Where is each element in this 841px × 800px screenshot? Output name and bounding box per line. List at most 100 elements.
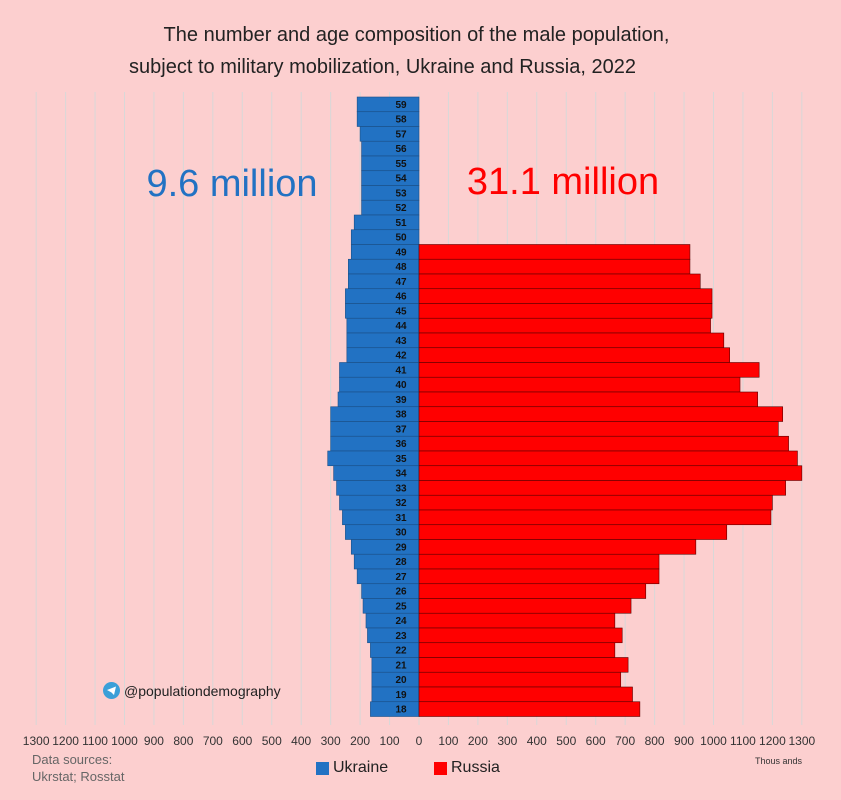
bar-russia-age-36 bbox=[418, 435, 789, 452]
bar-ukraine-age-51 bbox=[353, 214, 420, 231]
bar-ukraine-age-32 bbox=[339, 494, 420, 511]
x-tick-label: 400 bbox=[291, 734, 311, 748]
bar-russia-age-49 bbox=[418, 244, 691, 260]
bar-russia-age-19 bbox=[418, 686, 633, 703]
age-label: 45 bbox=[395, 306, 407, 317]
x-tick-label: 900 bbox=[144, 734, 164, 748]
bar-russia-age-41 bbox=[418, 362, 760, 378]
age-label: 58 bbox=[395, 115, 407, 126]
x-tick-label: 400 bbox=[527, 734, 547, 748]
bar-russia-age-40 bbox=[418, 376, 741, 393]
bar-russia-age-27 bbox=[418, 568, 660, 585]
age-label: 22 bbox=[395, 646, 407, 657]
age-label: 27 bbox=[395, 572, 407, 583]
age-label: 37 bbox=[395, 424, 407, 435]
bars bbox=[327, 96, 803, 717]
x-tick-label: 200 bbox=[468, 734, 488, 748]
bar-ukraine-age-24 bbox=[365, 612, 420, 629]
bar-russia-age-25 bbox=[418, 598, 632, 614]
legend-swatch-russia bbox=[434, 761, 447, 775]
bar-ukraine-age-48 bbox=[348, 258, 420, 275]
legend-label-russia: Russia bbox=[451, 759, 500, 776]
x-tick-label: 100 bbox=[438, 734, 458, 748]
bar-russia-age-20 bbox=[418, 671, 622, 688]
age-label: 33 bbox=[395, 483, 407, 494]
age-label: 52 bbox=[395, 203, 407, 214]
bar-russia-age-44 bbox=[418, 317, 711, 334]
x-tick-label: 500 bbox=[262, 734, 282, 748]
bar-ukraine-age-46 bbox=[345, 288, 420, 304]
bar-ukraine-age-31 bbox=[342, 509, 420, 526]
x-tick-label: 0 bbox=[416, 734, 423, 748]
sources-text: Ukrstat; Rosstat bbox=[32, 769, 125, 784]
age-label: 53 bbox=[395, 188, 407, 199]
x-tick-label: 600 bbox=[232, 734, 252, 748]
age-label: 42 bbox=[395, 351, 407, 362]
bar-ukraine-age-53 bbox=[361, 185, 420, 201]
bar-ukraine-age-30 bbox=[345, 524, 420, 540]
x-tick-label: 1000 bbox=[111, 734, 138, 748]
legend-ukraine: Ukraine bbox=[316, 759, 388, 777]
age-label: 31 bbox=[395, 513, 407, 524]
bar-ukraine-age-26 bbox=[361, 583, 420, 599]
bar-ukraine-age-42 bbox=[346, 347, 420, 363]
x-tick-label: 1100 bbox=[82, 734, 108, 748]
bar-ukraine-age-23 bbox=[367, 627, 420, 644]
x-tick-label: 1200 bbox=[52, 734, 79, 748]
x-tick-label: 1200 bbox=[759, 734, 786, 748]
bar-russia-age-23 bbox=[418, 627, 623, 644]
bar-russia-age-42 bbox=[418, 347, 730, 363]
age-label: 48 bbox=[395, 262, 407, 273]
x-tick-label: 100 bbox=[380, 734, 400, 748]
bar-russia-age-26 bbox=[418, 583, 647, 599]
age-label: 30 bbox=[395, 528, 407, 539]
age-labels: 59 58 57 56 55 54 53 52 51 50 49 48 47 46 45 44 43 42 41 40… bbox=[395, 100, 407, 716]
bar-russia-age-34 bbox=[418, 465, 803, 481]
x-tick-label: 900 bbox=[674, 734, 694, 748]
bar-ukraine-age-57 bbox=[359, 126, 420, 142]
age-label: 47 bbox=[395, 277, 407, 288]
telegram-icon bbox=[103, 682, 120, 699]
age-label: 57 bbox=[395, 129, 407, 140]
x-tick-label: 300 bbox=[497, 734, 517, 748]
x-tick-label: 1000 bbox=[700, 734, 727, 748]
age-label: 26 bbox=[395, 587, 407, 598]
bar-russia-age-35 bbox=[418, 450, 798, 467]
bar-russia-age-32 bbox=[418, 494, 773, 511]
ukraine-total-label: 9.6 million bbox=[146, 163, 317, 205]
bar-russia-age-24 bbox=[418, 612, 616, 629]
bar-ukraine-age-45 bbox=[345, 303, 420, 319]
bar-ukraine-age-52 bbox=[361, 199, 420, 216]
bar-russia-age-38 bbox=[418, 406, 784, 422]
age-label: 29 bbox=[395, 542, 407, 553]
age-label: 18 bbox=[395, 705, 407, 716]
bar-ukraine-age-56 bbox=[361, 140, 420, 157]
handle-text: @populationdemography bbox=[124, 682, 281, 699]
bar-russia-age-29 bbox=[418, 539, 697, 555]
x-tick-label: 600 bbox=[586, 734, 606, 748]
age-label: 38 bbox=[395, 410, 407, 421]
x-tick-label: 200 bbox=[350, 734, 370, 748]
bar-ukraine-age-47 bbox=[348, 273, 420, 290]
bar-russia-age-18 bbox=[418, 701, 641, 717]
bar-ukraine-age-55 bbox=[361, 155, 420, 172]
age-label: 28 bbox=[395, 557, 407, 568]
sources-label: Data sources: bbox=[32, 752, 113, 767]
age-label: 46 bbox=[395, 292, 407, 303]
bar-ukraine-age-50 bbox=[350, 229, 420, 245]
x-tick-label: 1300 bbox=[788, 734, 815, 748]
bar-russia-age-22 bbox=[418, 642, 616, 658]
bar-russia-age-33 bbox=[418, 480, 786, 496]
bar-russia-age-46 bbox=[418, 288, 713, 304]
age-label: 21 bbox=[395, 660, 407, 671]
bar-russia-age-43 bbox=[418, 332, 725, 349]
bar-ukraine-age-40 bbox=[339, 376, 420, 393]
bar-russia-age-30 bbox=[418, 524, 728, 540]
age-label: 59 bbox=[395, 100, 407, 111]
age-label: 20 bbox=[395, 675, 407, 686]
chart-title-line2: subject to military mobilization, Ukrain… bbox=[129, 56, 636, 78]
bar-russia-age-48 bbox=[418, 258, 691, 275]
legend-label-ukraine: Ukraine bbox=[333, 759, 389, 776]
x-tick-label: 300 bbox=[321, 734, 341, 748]
age-label: 35 bbox=[395, 454, 407, 465]
